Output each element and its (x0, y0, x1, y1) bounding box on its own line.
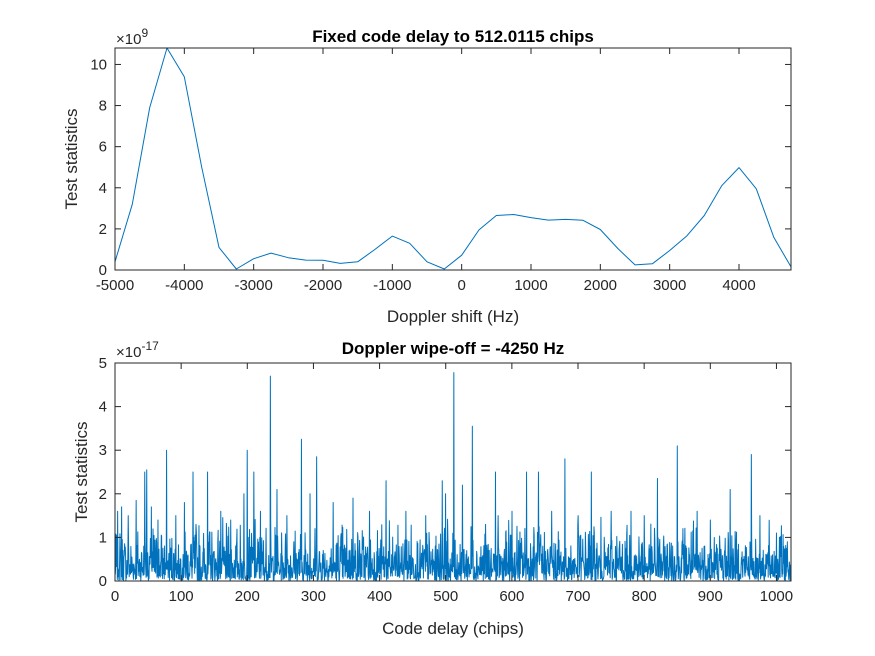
top-plot-series-line (114, 47, 792, 270)
bottom-x-tick-label: 600 (499, 588, 524, 605)
top-x-tick-label: -1000 (373, 277, 411, 294)
bottom-y-tick-label: 4 (99, 399, 107, 416)
top-plot-y-exponent: ×109 (116, 26, 148, 48)
top-y-tick-label: 0 (99, 262, 107, 279)
top-plot-series (114, 47, 792, 270)
bottom-x-tick-label: 200 (235, 588, 260, 605)
top-y-tick-label: 10 (90, 56, 107, 73)
top-plot-doppler-scan: Fixed code delay to 512.0115 chips ×109 … (62, 26, 792, 326)
top-x-tick-label: 3000 (653, 277, 686, 294)
top-y-tick-label: 2 (99, 221, 107, 238)
bottom-x-tick-label: 700 (565, 588, 590, 605)
bottom-x-tick-label: 0 (111, 588, 119, 605)
top-x-tick-label: -5000 (96, 277, 134, 294)
top-plot-y-axis-label: Test statistics (62, 108, 81, 209)
bottom-plot-series (114, 372, 792, 582)
bottom-plot-series-line (114, 372, 792, 582)
top-x-tick-label: 4000 (722, 277, 755, 294)
bottom-y-tick-label: 2 (99, 486, 107, 503)
top-x-tick-label: -3000 (234, 277, 272, 294)
bottom-y-tick-label: 1 (99, 529, 107, 546)
bottom-y-tick-label: 0 (99, 573, 107, 590)
top-plot-y-ticks: 0 2 4 6 8 10 (90, 56, 791, 279)
top-y-tick-label: 4 (99, 180, 107, 197)
bottom-plot-y-axis-label: Test statistics (72, 421, 91, 522)
bottom-x-tick-label: 900 (698, 588, 723, 605)
bottom-plot-title: Doppler wipe-off = -4250 Hz (342, 339, 564, 358)
bottom-x-tick-label: 500 (433, 588, 458, 605)
top-x-tick-label: 2000 (584, 277, 617, 294)
bottom-plot-x-axis-label: Code delay (chips) (382, 619, 524, 638)
top-y-tick-label: 8 (99, 98, 107, 115)
bottom-plot-code-delay-scan: Doppler wipe-off = -4250 Hz ×10-17 0 100 2… (72, 339, 793, 638)
bottom-plot-y-ticks: 0 1 2 3 4 5 (99, 355, 791, 590)
bottom-x-tick-label: 800 (632, 588, 657, 605)
bottom-x-tick-label: 1000 (760, 588, 793, 605)
bottom-x-tick-label: 300 (301, 588, 326, 605)
top-x-tick-label: -2000 (304, 277, 342, 294)
bottom-plot-y-exponent: ×10-17 (116, 339, 159, 361)
top-plot-title: Fixed code delay to 512.0115 chips (312, 27, 594, 46)
bottom-x-tick-label: 400 (367, 588, 392, 605)
bottom-plot-axes-frame (114, 362, 792, 582)
top-plot-x-axis-label: Doppler shift (Hz) (387, 307, 519, 326)
top-x-tick-label: 1000 (514, 277, 547, 294)
bottom-y-tick-label: 5 (99, 355, 107, 372)
top-plot-axes-frame (114, 47, 792, 271)
top-y-tick-label: 6 (99, 139, 107, 156)
top-x-tick-label: 0 (457, 277, 465, 294)
bottom-x-tick-label: 100 (169, 588, 194, 605)
top-plot-x-ticks: -5000 -4000 -3000 -2000 -1000 0 1000 2000 3000 40… (96, 48, 756, 294)
bottom-y-tick-label: 3 (99, 442, 107, 459)
bottom-plot-x-ticks: 0 100 200 300 400 500 600 700 800 900 1000 (111, 363, 793, 605)
top-x-tick-label: -4000 (165, 277, 203, 294)
